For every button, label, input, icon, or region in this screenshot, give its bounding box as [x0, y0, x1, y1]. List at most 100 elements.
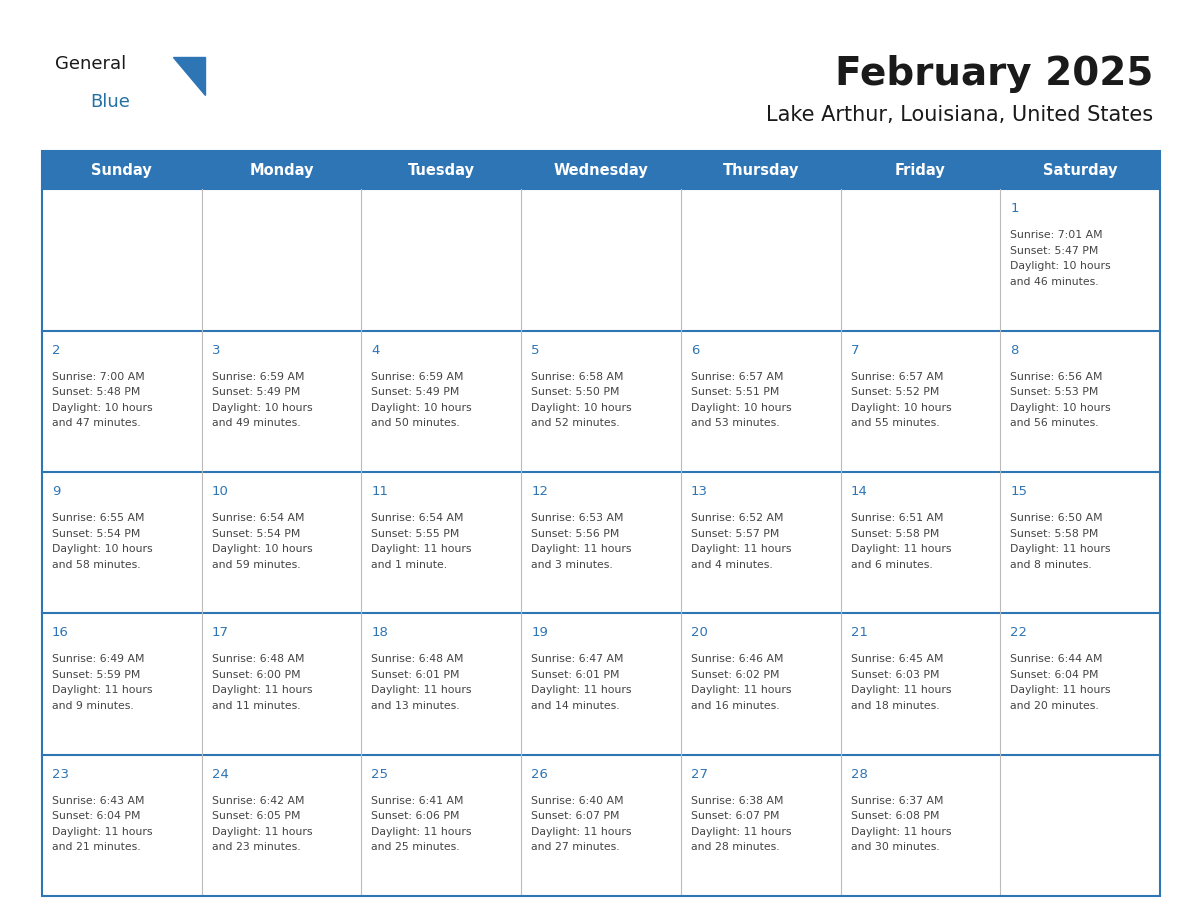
Bar [681, 330, 841, 472]
Text: Friday: Friday [895, 163, 946, 178]
Text: Sunrise: 6:42 AM: Sunrise: 6:42 AM [211, 796, 304, 806]
Bar [42, 613, 202, 755]
Text: Daylight: 11 hours: Daylight: 11 hours [851, 686, 952, 696]
Bar [522, 613, 681, 755]
Text: 10: 10 [211, 485, 228, 498]
Text: Sunset: 5:53 PM: Sunset: 5:53 PM [1010, 387, 1099, 397]
Text: Sunset: 5:47 PM: Sunset: 5:47 PM [1010, 246, 1099, 256]
Text: 3: 3 [211, 343, 220, 357]
Bar [202, 613, 361, 755]
Text: Daylight: 10 hours: Daylight: 10 hours [531, 403, 632, 413]
Text: Sunset: 6:01 PM: Sunset: 6:01 PM [372, 670, 460, 680]
Text: Thursday: Thursday [722, 163, 798, 178]
Text: Sunset: 6:02 PM: Sunset: 6:02 PM [691, 670, 779, 680]
Bar [361, 613, 522, 755]
Text: Sunrise: 6:59 AM: Sunrise: 6:59 AM [372, 372, 465, 382]
Text: Sunset: 6:00 PM: Sunset: 6:00 PM [211, 670, 301, 680]
Text: and 50 minutes.: and 50 minutes. [372, 419, 460, 429]
Text: Daylight: 10 hours: Daylight: 10 hours [52, 544, 152, 554]
Text: Daylight: 10 hours: Daylight: 10 hours [52, 403, 152, 413]
Bar [1000, 472, 1159, 613]
Text: Tuesday: Tuesday [407, 163, 475, 178]
Text: and 59 minutes.: and 59 minutes. [211, 560, 301, 569]
Text: Sunrise: 6:51 AM: Sunrise: 6:51 AM [851, 513, 943, 523]
Text: Sunset: 6:07 PM: Sunset: 6:07 PM [531, 812, 620, 822]
Text: Sunrise: 6:54 AM: Sunrise: 6:54 AM [211, 513, 304, 523]
Bar [42, 330, 202, 472]
Text: Daylight: 11 hours: Daylight: 11 hours [211, 686, 312, 696]
Text: Sunrise: 6:57 AM: Sunrise: 6:57 AM [851, 372, 943, 382]
Text: and 23 minutes.: and 23 minutes. [211, 842, 301, 852]
Text: Sunset: 5:49 PM: Sunset: 5:49 PM [211, 387, 301, 397]
Text: Sunrise: 6:50 AM: Sunrise: 6:50 AM [1010, 513, 1102, 523]
Text: and 47 minutes.: and 47 minutes. [52, 419, 140, 429]
Text: and 49 minutes.: and 49 minutes. [211, 419, 301, 429]
Text: Sunrise: 6:53 AM: Sunrise: 6:53 AM [531, 513, 624, 523]
Text: 9: 9 [52, 485, 61, 498]
Text: 6: 6 [691, 343, 700, 357]
Text: Daylight: 11 hours: Daylight: 11 hours [1010, 686, 1111, 696]
Text: and 8 minutes.: and 8 minutes. [1010, 560, 1092, 569]
Text: Daylight: 11 hours: Daylight: 11 hours [691, 686, 791, 696]
Bar [202, 755, 361, 896]
Text: Sunrise: 6:54 AM: Sunrise: 6:54 AM [372, 513, 465, 523]
Text: Sunset: 5:58 PM: Sunset: 5:58 PM [851, 529, 939, 539]
Text: Sunrise: 6:37 AM: Sunrise: 6:37 AM [851, 796, 943, 806]
Text: 14: 14 [851, 485, 867, 498]
Text: Sunset: 5:57 PM: Sunset: 5:57 PM [691, 529, 779, 539]
Text: Sunrise: 6:48 AM: Sunrise: 6:48 AM [211, 655, 304, 665]
Bar [1000, 613, 1159, 755]
Text: 25: 25 [372, 767, 388, 780]
Bar [202, 189, 361, 330]
Text: Sunrise: 6:46 AM: Sunrise: 6:46 AM [691, 655, 783, 665]
Text: and 55 minutes.: and 55 minutes. [851, 419, 940, 429]
Text: Daylight: 10 hours: Daylight: 10 hours [211, 403, 312, 413]
Text: and 25 minutes.: and 25 minutes. [372, 842, 460, 852]
Text: Sunset: 6:04 PM: Sunset: 6:04 PM [1010, 670, 1099, 680]
Text: 7: 7 [851, 343, 859, 357]
Bar [522, 330, 681, 472]
Bar [361, 755, 522, 896]
Bar [361, 330, 522, 472]
Text: Sunrise: 6:59 AM: Sunrise: 6:59 AM [211, 372, 304, 382]
Text: Sunrise: 6:58 AM: Sunrise: 6:58 AM [531, 372, 624, 382]
Text: Sunset: 6:08 PM: Sunset: 6:08 PM [851, 812, 939, 822]
Text: Daylight: 11 hours: Daylight: 11 hours [211, 827, 312, 836]
Text: and 9 minutes.: and 9 minutes. [52, 700, 134, 711]
Bar [42, 472, 202, 613]
Bar [42, 189, 202, 330]
Bar [841, 330, 1000, 472]
Text: Sunrise: 6:47 AM: Sunrise: 6:47 AM [531, 655, 624, 665]
Bar [681, 472, 841, 613]
Text: Sunset: 5:54 PM: Sunset: 5:54 PM [211, 529, 301, 539]
Text: Daylight: 11 hours: Daylight: 11 hours [851, 827, 952, 836]
Text: and 16 minutes.: and 16 minutes. [691, 700, 779, 711]
Text: Sunday: Sunday [91, 163, 152, 178]
Text: and 28 minutes.: and 28 minutes. [691, 842, 779, 852]
Text: 19: 19 [531, 626, 548, 640]
Bar [522, 755, 681, 896]
Text: Daylight: 10 hours: Daylight: 10 hours [851, 403, 952, 413]
Text: and 21 minutes.: and 21 minutes. [52, 842, 140, 852]
Text: 13: 13 [691, 485, 708, 498]
Bar [1000, 330, 1159, 472]
Text: Daylight: 11 hours: Daylight: 11 hours [851, 544, 952, 554]
Bar [42, 151, 1159, 896]
Text: Sunset: 6:06 PM: Sunset: 6:06 PM [372, 812, 460, 822]
Text: and 14 minutes.: and 14 minutes. [531, 700, 620, 711]
Text: Daylight: 11 hours: Daylight: 11 hours [691, 544, 791, 554]
Bar [42, 755, 202, 896]
Text: Daylight: 11 hours: Daylight: 11 hours [691, 827, 791, 836]
Bar [681, 755, 841, 896]
Text: Daylight: 11 hours: Daylight: 11 hours [1010, 544, 1111, 554]
Text: Sunset: 5:49 PM: Sunset: 5:49 PM [372, 387, 460, 397]
Text: General: General [55, 55, 126, 73]
Text: Sunrise: 7:01 AM: Sunrise: 7:01 AM [1010, 230, 1102, 241]
Text: Daylight: 11 hours: Daylight: 11 hours [531, 686, 632, 696]
Bar [681, 613, 841, 755]
Text: 20: 20 [691, 626, 708, 640]
Text: Daylight: 11 hours: Daylight: 11 hours [372, 686, 472, 696]
Text: Sunrise: 6:45 AM: Sunrise: 6:45 AM [851, 655, 943, 665]
Text: and 58 minutes.: and 58 minutes. [52, 560, 140, 569]
Text: Sunrise: 7:00 AM: Sunrise: 7:00 AM [52, 372, 145, 382]
